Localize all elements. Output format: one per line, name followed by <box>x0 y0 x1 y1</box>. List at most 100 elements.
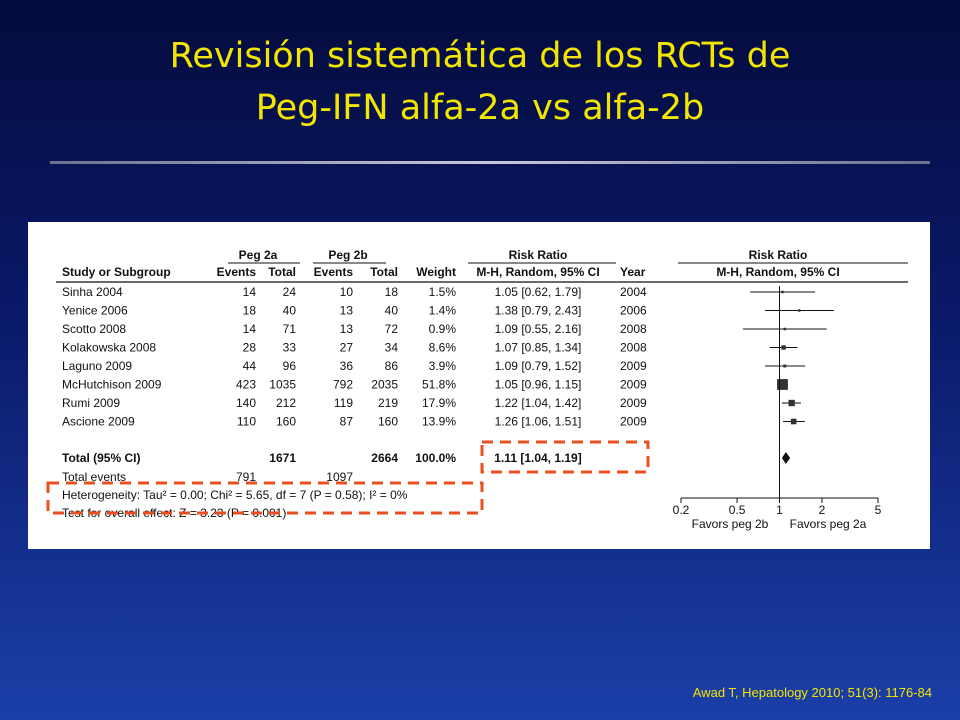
point-estimate <box>790 418 797 425</box>
events-2b: 27 <box>340 341 354 355</box>
total-2a: 1671 <box>269 451 296 465</box>
col-total-2a: Total <box>268 265 296 279</box>
weight: 1.4% <box>429 304 457 318</box>
events-2a: 14 <box>243 322 257 336</box>
events-2b: 13 <box>340 304 354 318</box>
events-2a: 423 <box>236 378 256 392</box>
year: 2008 <box>620 322 647 336</box>
col-plot-ci: M-H, Random, 95% CI <box>716 265 839 279</box>
events-2b: 792 <box>333 378 353 392</box>
events-2b: 10 <box>340 285 354 299</box>
point-estimate <box>781 290 784 294</box>
highlight-total-ci <box>480 440 650 474</box>
ci-text: 1.05 [0.62, 1.79] <box>495 285 582 299</box>
header-peg2b: Peg 2b <box>328 248 367 262</box>
total-2b: 2035 <box>371 378 398 392</box>
total-2a: 212 <box>276 396 296 410</box>
total-2b: 86 <box>385 359 399 373</box>
highlight-heterogeneity <box>46 481 484 515</box>
header-risk-ratio-plot: Risk Ratio <box>749 248 808 262</box>
events-2a: 28 <box>243 341 257 355</box>
x-tick-label: 0.5 <box>729 503 746 517</box>
total-2b: 219 <box>378 396 398 410</box>
total-2a: 1035 <box>269 378 296 392</box>
total-label: Total (95% CI) <box>62 451 140 465</box>
events-2a: 44 <box>243 359 257 373</box>
overall-effect-text: Test for overall effect: Z = 3.23 (P = 0… <box>62 506 286 520</box>
col-weight: Weight <box>416 265 456 279</box>
title-divider <box>50 161 930 164</box>
col-events-2b: Events <box>314 265 354 279</box>
weight: 3.9% <box>429 359 457 373</box>
weight: 51.8% <box>422 378 456 392</box>
events-2a: 140 <box>236 396 256 410</box>
weight: 0.9% <box>429 322 457 336</box>
total-2b: 40 <box>385 304 399 318</box>
heterogeneity-text: Heterogeneity: Tau² = 0.00; Chi² = 5.65,… <box>62 488 408 502</box>
year: 2008 <box>620 341 647 355</box>
favors-right-label: Favors peg 2a <box>790 517 867 531</box>
forest-plot-panel: Peg 2a Peg 2b Risk Ratio Risk Ratio Stud… <box>28 222 930 549</box>
events-2b: 13 <box>340 322 354 336</box>
total-2a: 160 <box>276 415 296 429</box>
slide-title: Revisión sistemática de los RCTs de Peg-… <box>0 30 960 134</box>
study-name: Scotto 2008 <box>62 322 126 336</box>
total-2a: 24 <box>283 285 297 299</box>
study-name: Ascione 2009 <box>62 415 135 429</box>
ci-text: 1.38 [0.79, 2.43] <box>495 304 582 318</box>
x-tick-label: 5 <box>875 503 882 517</box>
ci-text: 1.07 [0.85, 1.34] <box>495 341 582 355</box>
ci-text: 1.09 [0.55, 2.16] <box>495 322 582 336</box>
study-name: Yenice 2006 <box>62 304 128 318</box>
x-tick-label: 0.2 <box>673 503 690 517</box>
plot-area: 0.2 0.5 1 2 5 <box>673 286 882 517</box>
point-estimate <box>777 379 788 390</box>
total-2b: 160 <box>378 415 398 429</box>
ci-text: 1.09 [0.79, 1.52] <box>495 359 582 373</box>
study-name: McHutchison 2009 <box>62 378 162 392</box>
study-name: Laguno 2009 <box>62 359 132 373</box>
total-2a: 96 <box>283 359 297 373</box>
title-line-1: Revisión sistemática de los RCTs de <box>169 36 791 76</box>
events-2b: 36 <box>340 359 354 373</box>
weight: 17.9% <box>422 396 456 410</box>
events-2a: 110 <box>237 415 256 429</box>
point-estimate <box>783 327 787 331</box>
ci-text: 1.26 [1.06, 1.51] <box>495 415 582 429</box>
header-peg2a: Peg 2a <box>239 248 278 262</box>
x-tick-label: 2 <box>819 503 826 517</box>
year: 2009 <box>620 359 647 373</box>
study-rows: Sinha 2004 14 24 10 18 1.5% 1.05 [0.62, 1.79] 2… <box>62 285 647 429</box>
events-2b: 119 <box>334 396 353 410</box>
col-total-2b: Total <box>370 265 398 279</box>
header-risk-ratio: Risk Ratio <box>509 248 568 262</box>
title-line-2: Peg-IFN alfa-2a vs alfa-2b <box>255 88 705 128</box>
total-weight: 100.0% <box>415 451 456 465</box>
point-estimate <box>797 309 801 312</box>
forest-plot: Peg 2a Peg 2b Risk Ratio Risk Ratio Stud… <box>46 248 908 531</box>
year: 2009 <box>620 396 647 410</box>
total-2a: 33 <box>283 341 297 355</box>
events-2a: 18 <box>243 304 257 318</box>
pooled-diamond <box>781 452 791 464</box>
x-tick-label: 1 <box>776 503 783 517</box>
weight: 13.9% <box>422 415 456 429</box>
events-2b: 87 <box>340 415 354 429</box>
col-ci: M-H, Random, 95% CI <box>476 265 599 279</box>
total-ci: 1.11 [1.04, 1.19] <box>494 451 581 465</box>
study-name: Sinha 2004 <box>62 285 123 299</box>
total-events-2b: 1097 <box>326 470 353 484</box>
point-estimate <box>781 345 786 350</box>
point-estimate <box>783 364 787 368</box>
year: 2004 <box>620 285 647 299</box>
total-2b: 2664 <box>371 451 398 465</box>
total-2a: 40 <box>283 304 297 318</box>
total-2b: 34 <box>385 341 399 355</box>
point-estimate <box>788 399 795 407</box>
col-events-2a: Events <box>217 265 257 279</box>
favors-left-label: Favors peg 2b <box>692 517 769 531</box>
total-events-2a: 791 <box>236 470 256 484</box>
total-2a: 71 <box>283 322 297 336</box>
total-events-label: Total events <box>62 470 126 484</box>
year: 2009 <box>620 378 647 392</box>
